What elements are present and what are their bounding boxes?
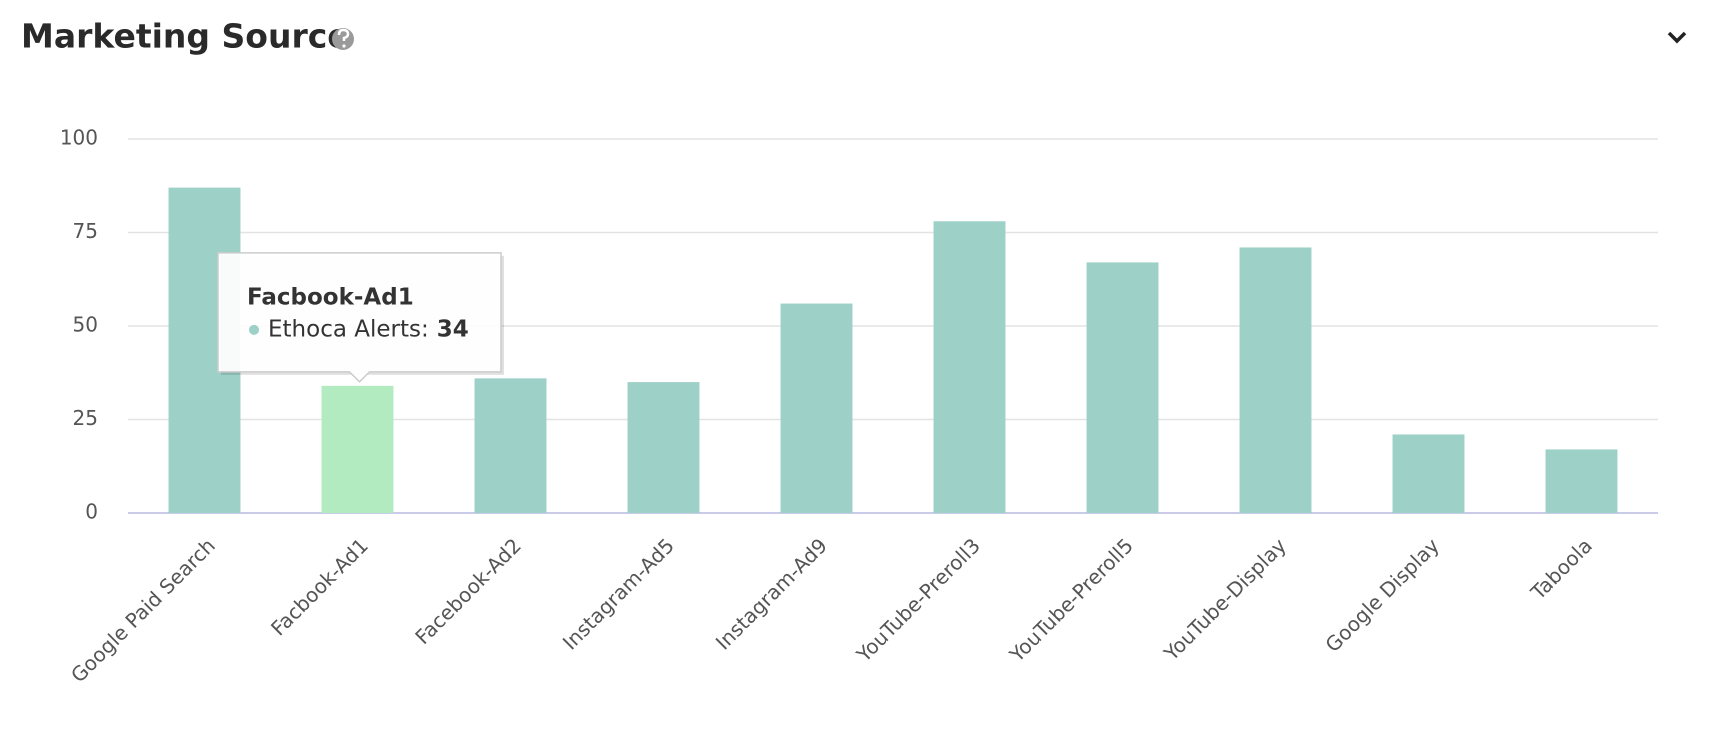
x-tick-label: YouTube-Preroll3 — [851, 533, 985, 667]
help-icon[interactable] — [332, 28, 354, 50]
tooltip-dot — [249, 324, 259, 335]
x-tick-label: Google Display — [1320, 533, 1444, 657]
y-tick-label: 75 — [73, 219, 98, 243]
x-tick-label: Facbook-Ad1 — [266, 533, 373, 640]
y-tick-label: 100 — [60, 126, 98, 150]
tooltip-value: 34 — [437, 316, 469, 342]
tooltip-label: Ethoca Alerts: — [268, 316, 429, 342]
tooltip-box — [217, 252, 502, 383]
tooltip-title: Facbook-Ad1 — [247, 284, 414, 310]
x-tick-label: Instagram-Ad9 — [711, 533, 832, 654]
bar — [780, 303, 853, 513]
bar — [933, 221, 1006, 513]
y-tick-label: 0 — [85, 500, 98, 524]
chart-title: Marketing Source — [21, 17, 350, 56]
bar — [1545, 449, 1618, 513]
bar — [627, 382, 700, 513]
help-dot — [342, 44, 346, 48]
y-tick-label: 50 — [73, 313, 98, 337]
bar — [1086, 262, 1159, 513]
x-tick-label: Instagram-Ad5 — [558, 533, 679, 654]
collapse-chevron[interactable] — [1667, 31, 1687, 44]
x-tick-label: Taboola — [1525, 533, 1597, 605]
x-tick-label: Google Paid Search — [66, 533, 220, 687]
bar — [474, 378, 547, 513]
help-mark — [337, 28, 350, 41]
y-tick-label: 25 — [73, 406, 98, 430]
tooltip: Facbook-Ad1 Ethoca Alerts: 34 — [217, 252, 504, 383]
x-tick-label: Facebook-Ad2 — [410, 533, 526, 649]
bar — [321, 385, 394, 513]
bar — [1392, 434, 1465, 513]
x-tick-label: YouTube-Preroll5 — [1004, 533, 1138, 667]
x-tick-label: YouTube-Display — [1159, 533, 1292, 666]
bar — [1239, 247, 1312, 513]
